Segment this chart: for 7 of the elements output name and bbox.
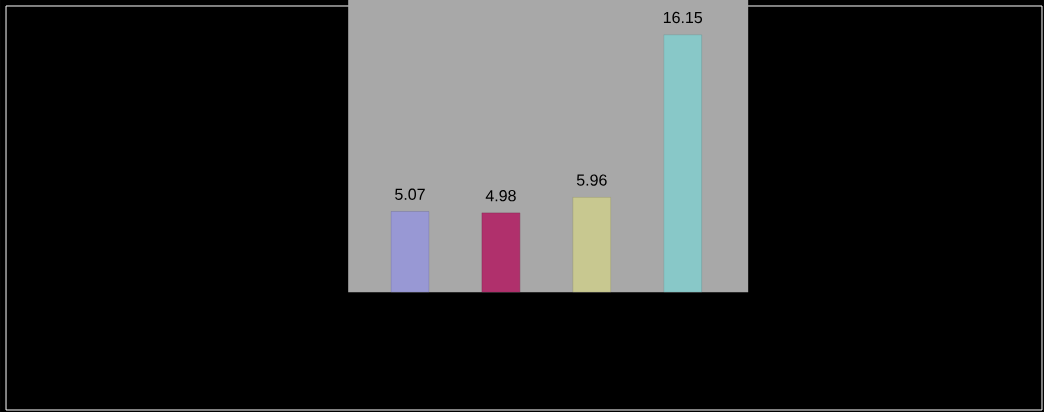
bar: [663, 34, 702, 293]
data-label: 16.15: [663, 11, 703, 24]
data-label: 4.98: [485, 190, 516, 202]
data-label: 5.96: [576, 174, 607, 186]
bar: [572, 197, 612, 293]
bar: [390, 211, 430, 293]
data-label: 5.07: [395, 188, 425, 200]
